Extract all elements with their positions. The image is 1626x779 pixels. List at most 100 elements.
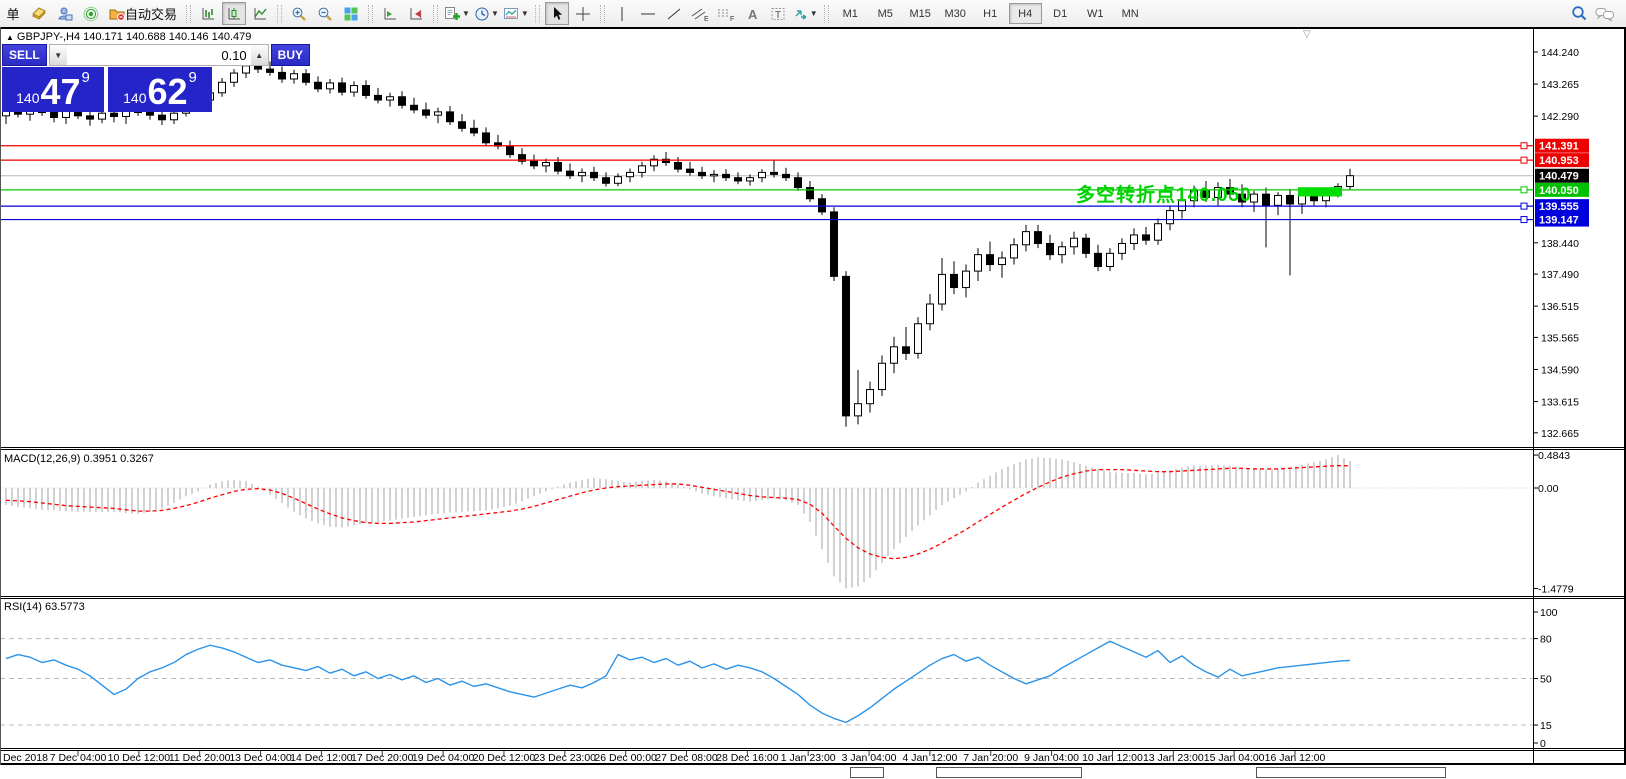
svg-text:27 Dec 08:00: 27 Dec 08:00	[655, 752, 718, 764]
profile-icon	[57, 6, 73, 22]
sell-button[interactable]: SELL	[2, 44, 47, 66]
toolbar-grip	[186, 4, 192, 23]
buy-button[interactable]: BUY	[270, 44, 311, 66]
crosshair-button[interactable]	[571, 2, 595, 25]
svg-text:138.440: 138.440	[1541, 238, 1579, 250]
timeframe-m5-button[interactable]: M5	[869, 3, 902, 24]
sell-price-pip: 9	[81, 69, 90, 86]
svg-text:0.00: 0.00	[1538, 483, 1559, 495]
text-tool-button[interactable]: A	[740, 2, 764, 25]
timeframe-d1-button[interactable]: D1	[1044, 3, 1077, 24]
svg-text:4 Jan 12:00: 4 Jan 12:00	[902, 752, 957, 764]
bar-chart-icon	[200, 6, 216, 22]
auto-scroll-button[interactable]	[378, 2, 402, 25]
autotrading-button[interactable]: 自动交易	[105, 2, 181, 25]
svg-text:9 Jan 04:00: 9 Jan 04:00	[1024, 752, 1079, 764]
svg-text:E: E	[704, 16, 709, 22]
svg-text:50: 50	[1540, 674, 1552, 686]
buy-price-button[interactable]: 140 62 9	[108, 67, 212, 112]
periods-button[interactable]: ▼	[473, 2, 500, 25]
chart-tab-box[interactable]	[850, 767, 884, 778]
price-axis: 144.240 143.265 142.290 138.440 137.490 136.5…	[1533, 47, 1589, 440]
tile-windows-icon	[343, 6, 359, 22]
search-button[interactable]	[1567, 2, 1591, 25]
cursor-button[interactable]	[544, 2, 569, 25]
channel-tool-button[interactable]: E	[688, 2, 712, 25]
add-indicator-button[interactable]: ▼	[443, 2, 471, 25]
svg-text:11 Dec 20:00: 11 Dec 20:00	[169, 752, 231, 764]
svg-text:28 Dec 16:00: 28 Dec 16:00	[716, 752, 779, 764]
fibonacci-tool-button[interactable]: F	[714, 2, 738, 25]
bar-chart-type-button[interactable]	[196, 2, 220, 25]
toolbar-grip	[368, 4, 374, 23]
panel-collapse-arrow-icon[interactable]: ▽	[1303, 29, 1311, 40]
line-chart-type-button[interactable]	[248, 2, 272, 25]
order-history-button[interactable]	[27, 2, 51, 25]
macd-panel: 0.4843 0.00 -1.4779	[0, 450, 1574, 595]
rsi-indicator-label: RSI(14) 63.5773	[4, 601, 85, 613]
auto-scroll-icon	[382, 6, 398, 22]
svg-text:135.565: 135.565	[1541, 332, 1579, 344]
candlestick-chart-type-button[interactable]	[222, 2, 247, 25]
buy-price-pip: 9	[188, 69, 197, 86]
chat-icon	[1595, 6, 1615, 22]
chart-tab-box[interactable]	[936, 767, 1082, 778]
profile-button[interactable]	[53, 2, 77, 25]
lot-size-input[interactable]	[66, 45, 251, 65]
svg-text:134.590: 134.590	[1541, 364, 1579, 376]
label-tool-button[interactable]: T	[766, 2, 790, 25]
timeframe-h4-button[interactable]: H4	[1008, 3, 1042, 24]
vertical-line-tool-button[interactable]	[610, 2, 634, 25]
toolbar-grip	[599, 4, 605, 23]
svg-text:139.147: 139.147	[1539, 215, 1579, 227]
timeframe-m15-button[interactable]: M15	[904, 3, 937, 24]
timeframe-m30-button[interactable]: M30	[939, 3, 972, 24]
chart-text-annotation[interactable]: 多空转折点140.050	[1076, 185, 1252, 206]
svg-text:13 Jan 23:00: 13 Jan 23:00	[1143, 752, 1204, 764]
chart-shift-icon	[408, 6, 424, 22]
new-order-button[interactable]: 单	[1, 2, 25, 25]
timeframe-toolbar: M1 M5 M15 M30 H1 H4 D1 W1 MN	[833, 3, 1148, 24]
chart-shift-button[interactable]	[404, 2, 428, 25]
bottom-bar	[0, 766, 1626, 779]
collapse-triangle-icon[interactable]: ▲	[6, 33, 14, 42]
svg-text:80: 80	[1540, 634, 1552, 646]
chat-button[interactable]	[1593, 2, 1617, 25]
svg-text:144.240: 144.240	[1541, 47, 1579, 59]
sell-price-main: 47	[40, 71, 81, 112]
timeframe-mn-button[interactable]: MN	[1114, 3, 1147, 24]
horizontal-scrollbar[interactable]	[1256, 767, 1446, 778]
svg-text:140.050: 140.050	[1539, 185, 1579, 197]
order-book-icon	[31, 6, 47, 22]
svg-text:13 Dec 04:00: 13 Dec 04:00	[229, 752, 292, 764]
trendline-tool-button[interactable]	[662, 2, 686, 25]
vertical-line-icon	[614, 6, 630, 22]
rsi-panel: 100 80 50 15 0	[0, 607, 1558, 750]
dropdown-arrow-icon: ▼	[809, 9, 818, 18]
tile-windows-button[interactable]	[339, 2, 363, 25]
sell-price-button[interactable]: 140 47 9	[2, 67, 104, 112]
svg-text:-1.4779: -1.4779	[1538, 583, 1574, 595]
timeframe-m1-button[interactable]: M1	[834, 3, 867, 24]
zoom-out-button[interactable]	[313, 2, 337, 25]
timeframe-w1-button[interactable]: W1	[1079, 3, 1112, 24]
timeframe-h1-button[interactable]: H1	[974, 3, 1007, 24]
signals-button[interactable]	[79, 2, 103, 25]
svg-text:10 Dec 12:00: 10 Dec 12:00	[108, 752, 171, 764]
crosshair-icon	[575, 6, 591, 22]
lot-decrease-button[interactable]: ▼	[49, 45, 67, 65]
arrows-shapes-icon	[793, 6, 809, 22]
svg-text:T: T	[775, 10, 781, 21]
zoom-in-button[interactable]	[287, 2, 311, 25]
horizontal-line-tool-button[interactable]	[636, 2, 660, 25]
shapes-button[interactable]: ▼	[792, 2, 819, 25]
svg-text:143.265: 143.265	[1541, 79, 1579, 91]
templates-button[interactable]: ▼	[502, 2, 530, 25]
lot-increase-button[interactable]: ▲	[250, 45, 268, 65]
svg-text:23 Dec 23:00: 23 Dec 23:00	[534, 752, 597, 764]
zoom-in-icon	[291, 6, 307, 22]
svg-text:141.391: 141.391	[1539, 141, 1579, 153]
trade-panel-price-row: 140 47 9 140 62 9	[2, 67, 212, 112]
svg-text:F: F	[730, 16, 734, 22]
